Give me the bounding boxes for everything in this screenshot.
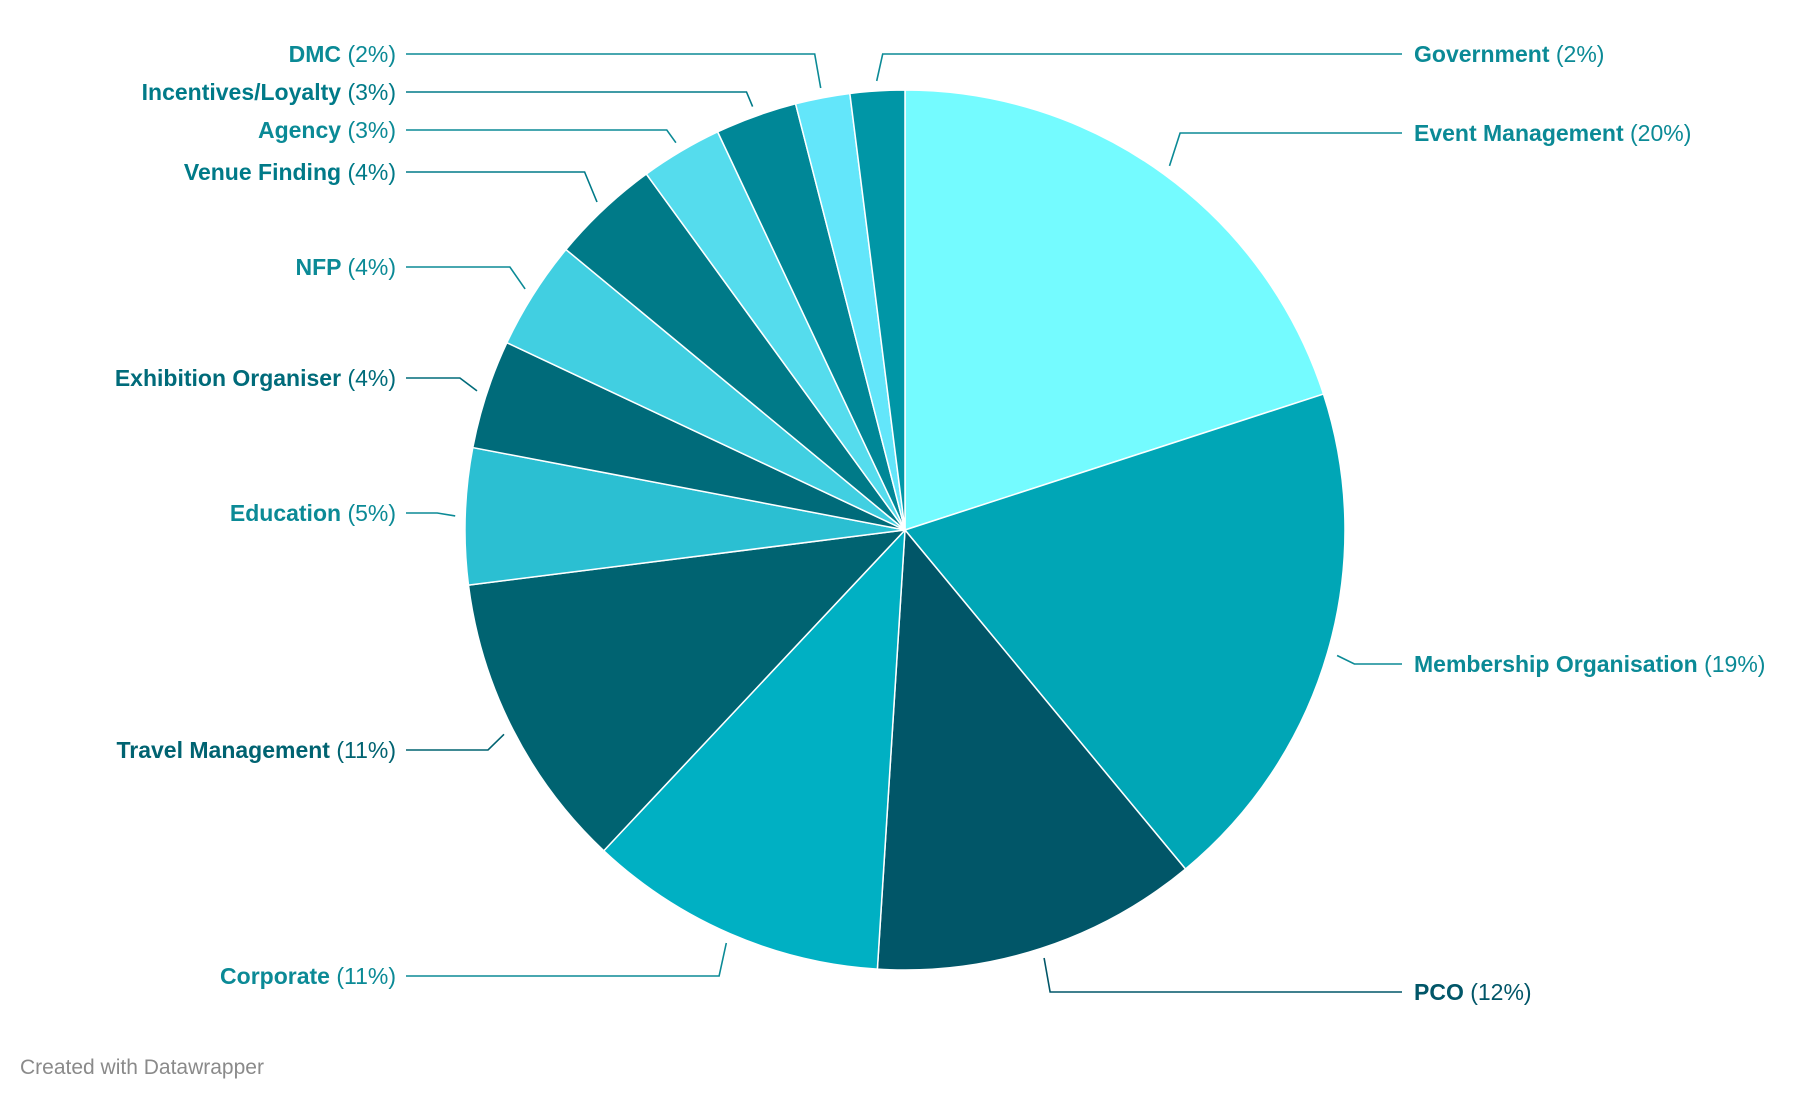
leader-line (406, 129, 677, 144)
leader-line (406, 53, 822, 89)
slice-label-percent: (2%) (1556, 41, 1605, 67)
slice-label: Membership Organisation (19%) (1414, 651, 1765, 677)
slice-label: Corporate (11%) (220, 963, 396, 989)
slice-label-percent: (20%) (1630, 120, 1691, 146)
pie-slice-membership-organisation (904, 393, 1346, 870)
slice-label: Agency (3%) (258, 117, 396, 143)
slice-label: Incentives/Loyalty (3%) (142, 79, 396, 105)
slice-label-name: Government (1414, 41, 1556, 67)
pie-slice-pco (876, 529, 1187, 971)
slice-label-name: Corporate (220, 963, 336, 989)
pie-slice-travel-management (467, 529, 906, 852)
slice-label-percent: (4%) (347, 159, 396, 185)
slice-label-name: DMC (289, 41, 348, 67)
leader-line (406, 942, 728, 977)
leader-line (1043, 957, 1402, 993)
leader-line (406, 171, 598, 203)
slice-label: PCO (12%) (1414, 979, 1532, 1005)
leader-line (406, 377, 478, 392)
slice-label-name: Event Management (1414, 120, 1630, 146)
leader-line (1168, 132, 1402, 167)
slice-label-name: Membership Organisation (1414, 651, 1704, 677)
slice-label: DMC (2%) (289, 41, 396, 67)
slice-label-name: NFP (295, 254, 347, 280)
slice-label: Exhibition Organiser (4%) (115, 365, 396, 391)
slice-label-percent: (19%) (1704, 651, 1765, 677)
slice-label: Venue Finding (4%) (184, 159, 396, 185)
pie-slice-government (849, 89, 906, 531)
slice-label-percent: (12%) (1470, 979, 1531, 1005)
slice-label-name: Incentives/Loyalty (142, 79, 348, 105)
slice-label-percent: (3%) (347, 79, 396, 105)
leader-line (875, 53, 1402, 82)
slice-labels: Event Management (20%) Membership Organis… (115, 41, 1766, 1005)
slice-label: Government (2%) (1414, 41, 1604, 67)
leader-lines (406, 53, 1402, 993)
leader-line (406, 512, 456, 517)
slice-label-name: PCO (1414, 979, 1470, 1005)
slice-label-name: Travel Management (116, 737, 336, 763)
credit-text: Created with Datawrapper (20, 1056, 264, 1079)
slice-label-name: Exhibition Organiser (115, 365, 348, 391)
slice-label-percent: (2%) (347, 41, 396, 67)
slice-label: NFP (4%) (295, 254, 396, 280)
slice-label-percent: (4%) (347, 365, 396, 391)
leader-line (1336, 654, 1402, 665)
slice-label-percent: (11%) (336, 737, 396, 763)
leader-line (406, 733, 505, 751)
pie-slice-corporate (603, 529, 906, 970)
slice-label: Event Management (20%) (1414, 120, 1691, 146)
leader-line (406, 266, 526, 290)
slice-label: Travel Management (11%) (116, 737, 396, 763)
slice-label-name: Education (230, 500, 348, 526)
slice-label-percent: (3%) (347, 117, 396, 143)
slice-label-name: Venue Finding (184, 159, 348, 185)
slice-label-percent: (5%) (347, 500, 396, 526)
slice-label-percent: (4%) (347, 254, 396, 280)
pie-slices (464, 89, 1346, 971)
slice-label: Education (5%) (230, 500, 396, 526)
slice-label-percent: (11%) (336, 963, 396, 989)
pie-slice-event-management (904, 89, 1325, 531)
leader-line (406, 91, 754, 107)
slice-label-name: Agency (258, 117, 347, 143)
